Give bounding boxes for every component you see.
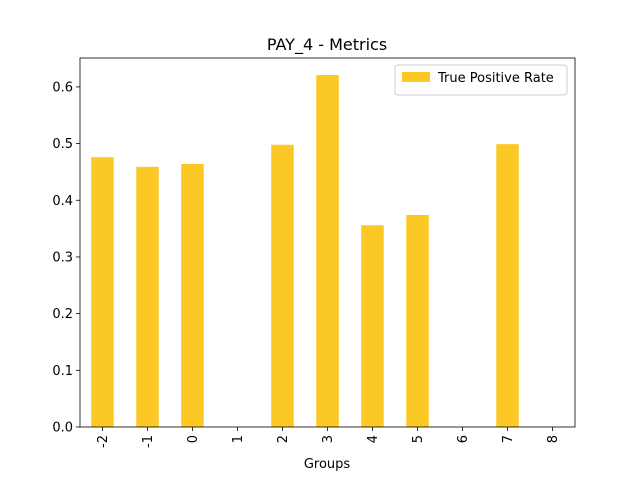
y-tick-label: 0.1 [52, 364, 73, 379]
legend-swatch [402, 72, 430, 82]
y-tick-label: 0.4 [52, 194, 73, 209]
x-tick-label: 2 [276, 435, 291, 443]
x-axis-label: Groups [304, 457, 351, 472]
x-tick-label: 7 [501, 435, 516, 443]
x-tick-label: 0 [186, 435, 201, 443]
chart-title: PAY_4 - Metrics [267, 35, 387, 55]
y-tick-label: 0.6 [52, 80, 73, 95]
x-tick-label: -1 [141, 435, 156, 448]
x-tick-label: 1 [231, 435, 246, 443]
bar [271, 144, 294, 427]
x-tick-label: 6 [456, 435, 471, 443]
bar [136, 166, 159, 427]
y-tick-label: 0.3 [52, 250, 73, 265]
x-tick-label: 4 [366, 435, 381, 443]
bar [406, 215, 429, 427]
x-tick-label: -2 [96, 435, 111, 448]
y-tick-label: 0.0 [52, 421, 73, 436]
plot-frame [79, 57, 576, 428]
bar [496, 144, 519, 427]
x-tick-label: 3 [321, 435, 336, 443]
bar [181, 163, 204, 427]
y-tick-label: 0.2 [52, 307, 73, 322]
x-tick-label: 8 [546, 435, 561, 443]
y-tick-label: 0.5 [52, 137, 73, 152]
x-tick-label: 5 [411, 435, 426, 443]
bar [91, 157, 114, 427]
legend-label: True Positive Rate [437, 71, 554, 86]
bar [316, 75, 339, 427]
bar [361, 225, 384, 427]
legend-box [394, 64, 568, 96]
